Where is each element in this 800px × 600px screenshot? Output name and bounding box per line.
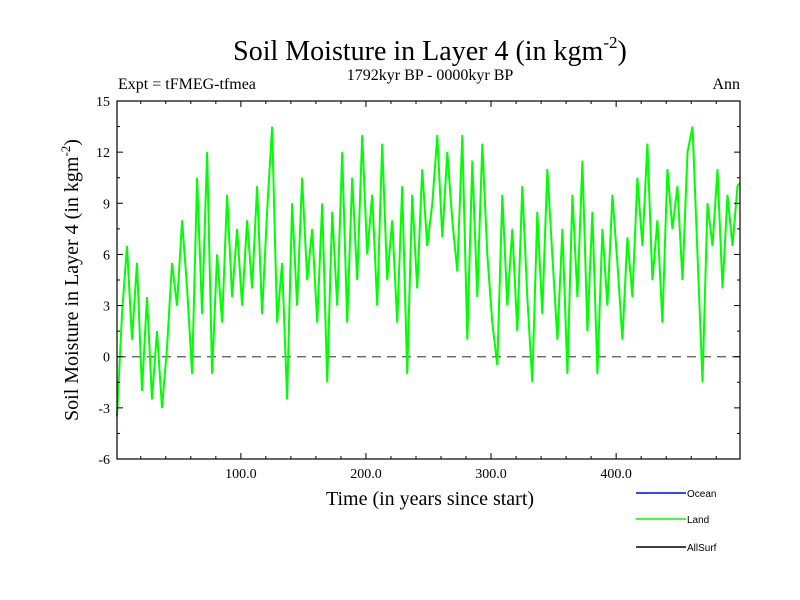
y-tick-label: -3	[98, 402, 110, 417]
y-tick-label: -6	[98, 453, 110, 468]
legend-label-land: Land	[687, 515, 709, 526]
x-tick-label: 300.0	[475, 467, 507, 482]
y-axis-ticks: -6 -3 0 3 6 9 12 15	[96, 95, 740, 468]
y-tick-label: 15	[96, 95, 110, 110]
y-axis-label: Soil Moisture in Layer 4 (in kgm-2)	[58, 139, 83, 421]
x-tick-label: 200.0	[350, 467, 382, 482]
expt-label: Expt = tFMEG-tfmea	[118, 76, 256, 93]
x-tick-label: 400.0	[600, 467, 632, 482]
chart-title: Soil Moisture in Layer 4 (in kgm-2)	[233, 33, 627, 67]
x-axis-ticks: 100.0 200.0 300.0 400.0	[140, 101, 717, 482]
x-axis-label: Time (in years since start)	[326, 488, 534, 510]
y-tick-label: 12	[96, 146, 110, 161]
season-label: Ann	[712, 76, 740, 93]
legend-label-allsurf: AllSurf	[687, 543, 717, 554]
series-line-land	[116, 126, 741, 417]
x-tick-label: 100.0	[225, 467, 257, 482]
y-tick-label: 0	[103, 351, 110, 366]
chart-subtitle: 1792kyr BP - 0000kyr BP	[347, 67, 514, 84]
y-tick-label: 9	[103, 197, 110, 212]
y-tick-label: 3	[103, 300, 110, 315]
legend: Ocean Land AllSurf	[636, 489, 717, 554]
y-tick-label: 6	[103, 248, 110, 263]
legend-label-ocean: Ocean	[687, 489, 716, 500]
